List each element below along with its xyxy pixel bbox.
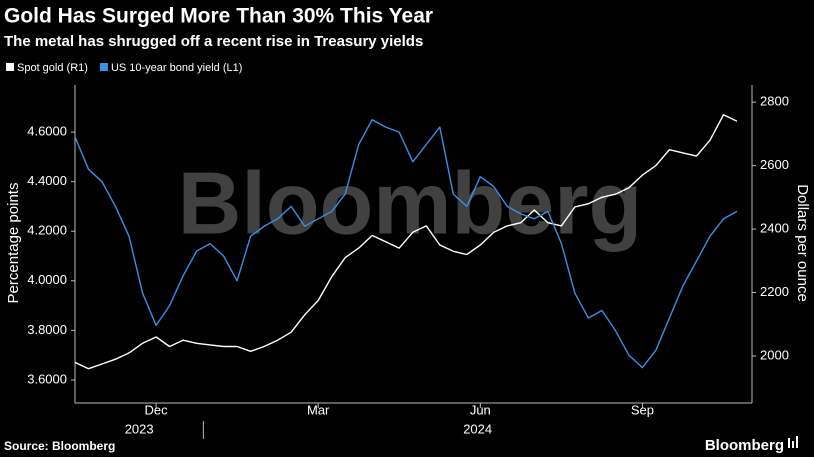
legend-label: US 10-year bond yield (L1) (111, 62, 242, 74)
y-tick-label: 4.6000 (27, 124, 67, 139)
year-label: 2023 (125, 421, 154, 436)
y-tick-label: 4.0000 (27, 272, 67, 287)
y2-tick-label: 2200 (760, 284, 789, 299)
chart-subtitle: The metal has shrugged off a recent rise… (4, 33, 423, 50)
chart-title: Gold Has Surged More Than 30% This Year (4, 5, 433, 28)
source: Source: Bloomberg (4, 439, 115, 453)
brand: Bloomberg (705, 437, 784, 454)
series-line (74, 119, 738, 369)
y-axis-label: Percentage points (5, 183, 22, 304)
y-tick-label: 4.2000 (27, 223, 67, 238)
brand-icon (792, 441, 794, 448)
brand-icon (796, 436, 798, 448)
x-tick-label: Jun (470, 402, 491, 417)
legend-swatch (99, 63, 108, 71)
y-tick-label: 4.4000 (27, 173, 67, 188)
y-tick-label: 3.8000 (27, 322, 67, 337)
legend-label: Spot gold (R1) (17, 62, 88, 74)
y2-axis-label: Dollars per ounce (794, 184, 811, 302)
x-tick-label: Sep (631, 402, 654, 417)
y2-tick-label: 2800 (760, 94, 789, 109)
watermark: Bloomberg (178, 153, 642, 252)
x-tick-label: Dec (144, 402, 168, 417)
x-tick-label: Mar (307, 402, 330, 417)
y-tick-label: 3.6000 (27, 371, 67, 386)
y2-tick-label: 2600 (760, 157, 789, 172)
y2-tick-label: 2400 (760, 221, 789, 236)
y2-tick-label: 2000 (760, 347, 789, 362)
series-line (74, 114, 738, 370)
year-label: 2024 (463, 421, 492, 436)
brand-icon (788, 438, 790, 448)
legend-swatch (6, 63, 14, 71)
